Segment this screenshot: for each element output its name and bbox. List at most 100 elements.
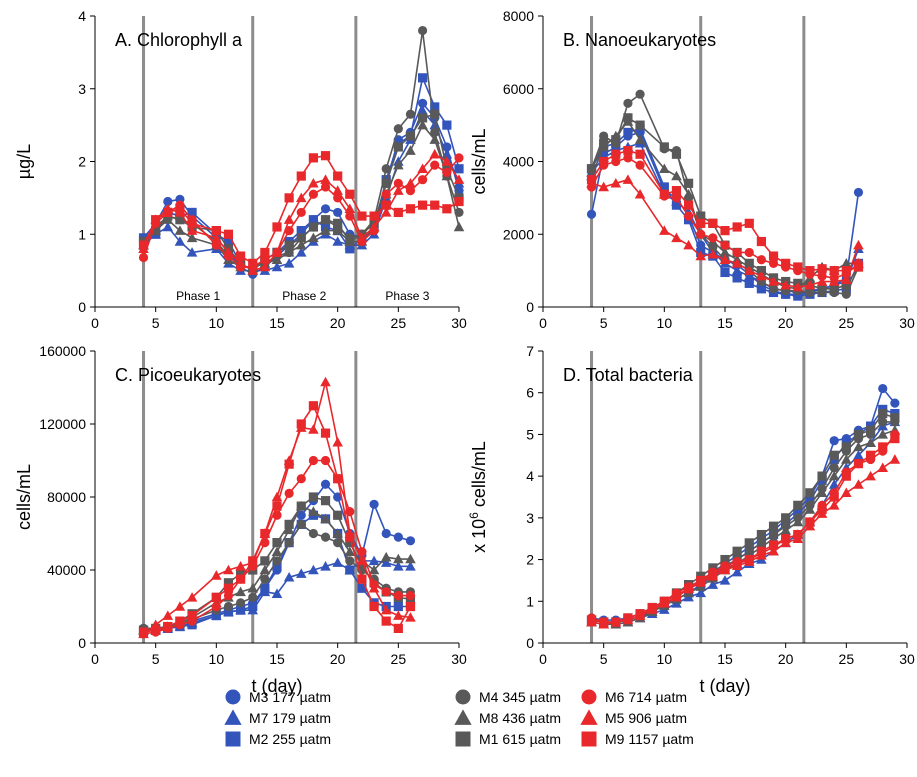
y-axis-label: cells/mL (469, 128, 489, 194)
data-point (405, 145, 416, 155)
data-point (659, 225, 670, 235)
x-tick-label: 30 (899, 651, 915, 667)
series-line (590, 120, 859, 290)
y-tick-label: 1 (526, 593, 534, 609)
series-grey-triangle (586, 424, 901, 629)
legend-item: M1 615 µatm (455, 731, 561, 747)
data-point (816, 487, 828, 498)
data-point (393, 207, 403, 218)
data-point (138, 627, 149, 637)
data-point (333, 207, 343, 218)
data-point (768, 251, 779, 261)
data-point (235, 586, 246, 597)
series-red-triangle (586, 454, 901, 629)
data-point (418, 73, 428, 83)
data-point (320, 182, 331, 192)
x-tick-label: 20 (330, 651, 346, 667)
data-point (683, 239, 694, 250)
data-point (163, 207, 173, 218)
panel-picoeukaryotes: 0 5 10 15 20 25 30 0 40000 80000 120000 160000 C. Pi… (14, 343, 467, 696)
data-point (841, 274, 852, 284)
data-point (236, 598, 246, 608)
data-point (671, 193, 682, 203)
data-point (877, 429, 889, 439)
data-point (138, 240, 149, 250)
data-point (381, 200, 391, 210)
y-axis-label: µg/L (14, 144, 34, 179)
data-point (333, 171, 343, 181)
series-line (143, 505, 411, 632)
data-point (320, 151, 331, 161)
data-point (368, 582, 380, 593)
legend-label: M8 436 µatm (479, 710, 561, 726)
data-point (308, 153, 318, 163)
data-point (732, 546, 742, 556)
legend-item: M4 345 µatm (455, 689, 561, 705)
data-point (381, 616, 391, 626)
x-axis-label: t (day) (251, 676, 302, 696)
data-point (296, 510, 306, 520)
data-point (865, 437, 876, 448)
y-tick-label: 2 (526, 552, 534, 568)
data-point (708, 233, 718, 243)
data-point (599, 138, 609, 148)
data-point (454, 153, 464, 163)
data-point (781, 513, 791, 523)
data-point (707, 579, 719, 589)
x-tick-label: 25 (391, 315, 407, 331)
y-tick-label: 80000 (47, 489, 86, 505)
data-point (442, 167, 452, 178)
legend-item: M2 255 µatm (225, 731, 331, 747)
phase-label: Phase 1 (176, 289, 220, 303)
data-point (248, 601, 258, 612)
panel-bacteria: 0 5 10 15 20 25 30 0 1 2 3 4 5 6 7 D. Total bacteria x 1… (467, 343, 915, 696)
data-point (151, 625, 161, 635)
y-tick-label: 6000 (503, 81, 534, 97)
data-point (731, 265, 743, 275)
data-point (405, 109, 416, 119)
data-point (744, 247, 754, 258)
data-point (308, 564, 319, 575)
data-point (610, 178, 622, 188)
panel-nanoeukaryotes: 0 5 10 15 20 25 30 0 2000 4000 6000 8000 B. Nanoeuka… (469, 8, 915, 331)
data-point (659, 182, 669, 192)
data-point (151, 215, 161, 225)
data-point (878, 417, 888, 427)
x-tick-label: 15 (717, 651, 733, 667)
data-point (380, 604, 392, 615)
data-point (430, 127, 440, 137)
data-point (611, 149, 621, 159)
data-point (671, 149, 682, 159)
data-point (792, 516, 804, 527)
data-point (308, 215, 318, 225)
data-point (223, 583, 234, 593)
data-point (405, 186, 416, 196)
data-point (138, 252, 149, 263)
data-point (418, 175, 428, 185)
data-point (454, 196, 464, 207)
data-point (817, 264, 827, 274)
data-point (295, 239, 307, 250)
data-point (405, 204, 416, 214)
data-point (163, 196, 173, 207)
data-point (756, 270, 767, 281)
data-point (804, 504, 816, 514)
panel-title: B. Nanoeukaryotes (563, 30, 716, 50)
data-point (889, 454, 901, 464)
x-tick-label: 0 (539, 315, 547, 331)
series-line (143, 459, 411, 635)
data-point (235, 561, 246, 571)
y-tick-label: 2000 (503, 226, 534, 242)
legend-marker (225, 689, 241, 705)
data-point (393, 590, 403, 601)
data-point (816, 276, 828, 286)
data-point (756, 266, 766, 276)
data-point (708, 218, 718, 228)
data-point (296, 171, 306, 181)
data-point (283, 214, 295, 224)
data-point (829, 266, 839, 276)
x-tick-label: 25 (839, 651, 855, 667)
data-point (271, 261, 283, 272)
data-point (719, 254, 731, 264)
data-point (731, 258, 743, 268)
